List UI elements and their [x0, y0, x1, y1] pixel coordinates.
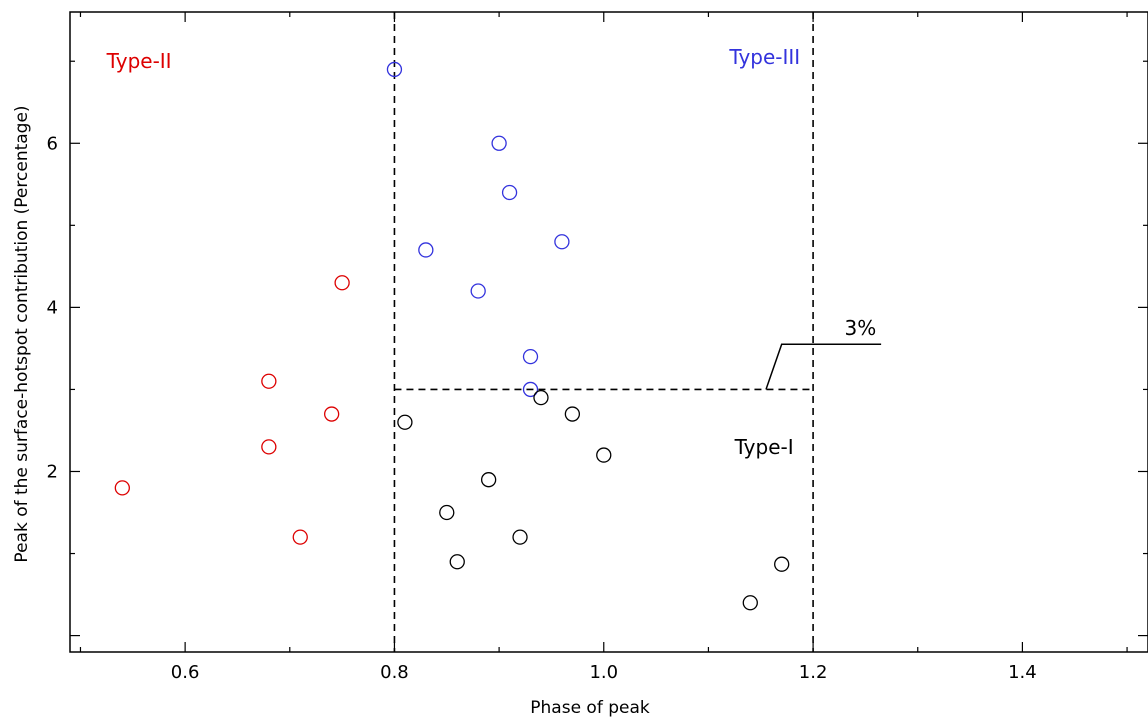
data-point	[596, 447, 612, 463]
region-label: Type-III	[728, 45, 800, 69]
data-point	[439, 504, 455, 521]
data-point	[334, 275, 350, 291]
threshold-label: 3%	[844, 316, 876, 340]
region-label: Type-I	[734, 435, 794, 459]
data-points	[114, 61, 790, 611]
data-point	[397, 414, 413, 430]
data-point	[386, 61, 403, 78]
data-point	[554, 234, 570, 250]
y-tick-label: 6	[47, 133, 58, 154]
data-point	[261, 373, 277, 389]
y-tick-label: 2	[47, 461, 58, 482]
data-point	[742, 595, 758, 611]
y-axis-title: Peak of the surface-hotspot contribution…	[12, 105, 32, 562]
x-tick-label: 1.0	[589, 662, 618, 683]
data-point	[522, 348, 539, 365]
x-tick-label: 0.6	[171, 662, 200, 683]
x-axis: 0.6 0.8 1.0 1.2 1.4	[79, 12, 1128, 683]
data-point	[292, 529, 308, 545]
plot-frame	[69, 11, 1148, 653]
reference-lines	[393, 12, 814, 652]
data-point	[774, 556, 790, 572]
data-point	[533, 389, 549, 406]
data-point	[324, 406, 340, 422]
callout-leader	[765, 343, 882, 390]
y-axis: 2 4 6	[47, 60, 1148, 637]
region-label: Type-II	[106, 49, 172, 73]
data-point	[114, 480, 130, 496]
data-point	[449, 554, 465, 570]
data-point	[418, 242, 434, 258]
data-point	[501, 184, 518, 201]
plot-border	[69, 11, 1148, 653]
data-point	[261, 439, 277, 455]
x-axis-title: Phase of peak	[530, 698, 650, 718]
x-tick-label: 1.4	[1008, 662, 1037, 683]
data-point	[470, 283, 486, 299]
data-point	[512, 529, 528, 545]
data-point	[564, 406, 581, 422]
x-tick-label: 0.8	[380, 662, 409, 683]
threshold-callout	[765, 343, 882, 390]
annotations: Type-II Type-III Type-I 3%	[106, 45, 877, 459]
y-tick-label: 4	[47, 297, 58, 318]
data-point	[491, 135, 507, 151]
x-tick-label: 1.2	[799, 662, 828, 683]
data-point	[480, 472, 497, 488]
data-point	[522, 381, 539, 398]
